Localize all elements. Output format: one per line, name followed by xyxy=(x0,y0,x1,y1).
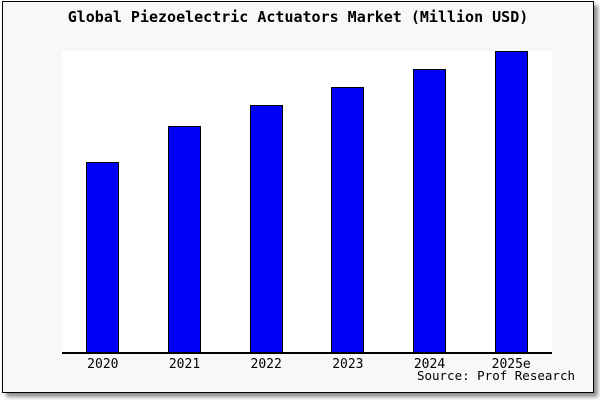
bar-2020 xyxy=(86,162,120,352)
source-note: Source: Prof Research xyxy=(416,368,575,383)
bar-2023 xyxy=(331,87,365,352)
x-axis-label-2020: 2020 xyxy=(87,357,119,372)
x-axis-label-2024: 2024 xyxy=(413,357,446,372)
bar-2021 xyxy=(167,126,201,352)
bars-row xyxy=(62,51,552,352)
plot-area xyxy=(62,51,552,354)
bar-2025e xyxy=(494,51,528,352)
x-axis-label-2021: 2021 xyxy=(168,357,201,372)
x-axis-label-2022: 2022 xyxy=(250,357,282,372)
bar-2024 xyxy=(412,69,446,352)
chart-title: Global Piezoelectric Actuators Market (M… xyxy=(67,8,529,26)
x-axis-label-2023: 2023 xyxy=(332,357,364,372)
x-axis-labels: 2020 2021 2022 2023 2024 2025e xyxy=(62,357,552,372)
chart-frame: Global Piezoelectric Actuators Market (M… xyxy=(2,1,594,393)
x-axis-label-2025e: 2025e xyxy=(491,357,531,372)
bar-2022 xyxy=(249,105,283,352)
